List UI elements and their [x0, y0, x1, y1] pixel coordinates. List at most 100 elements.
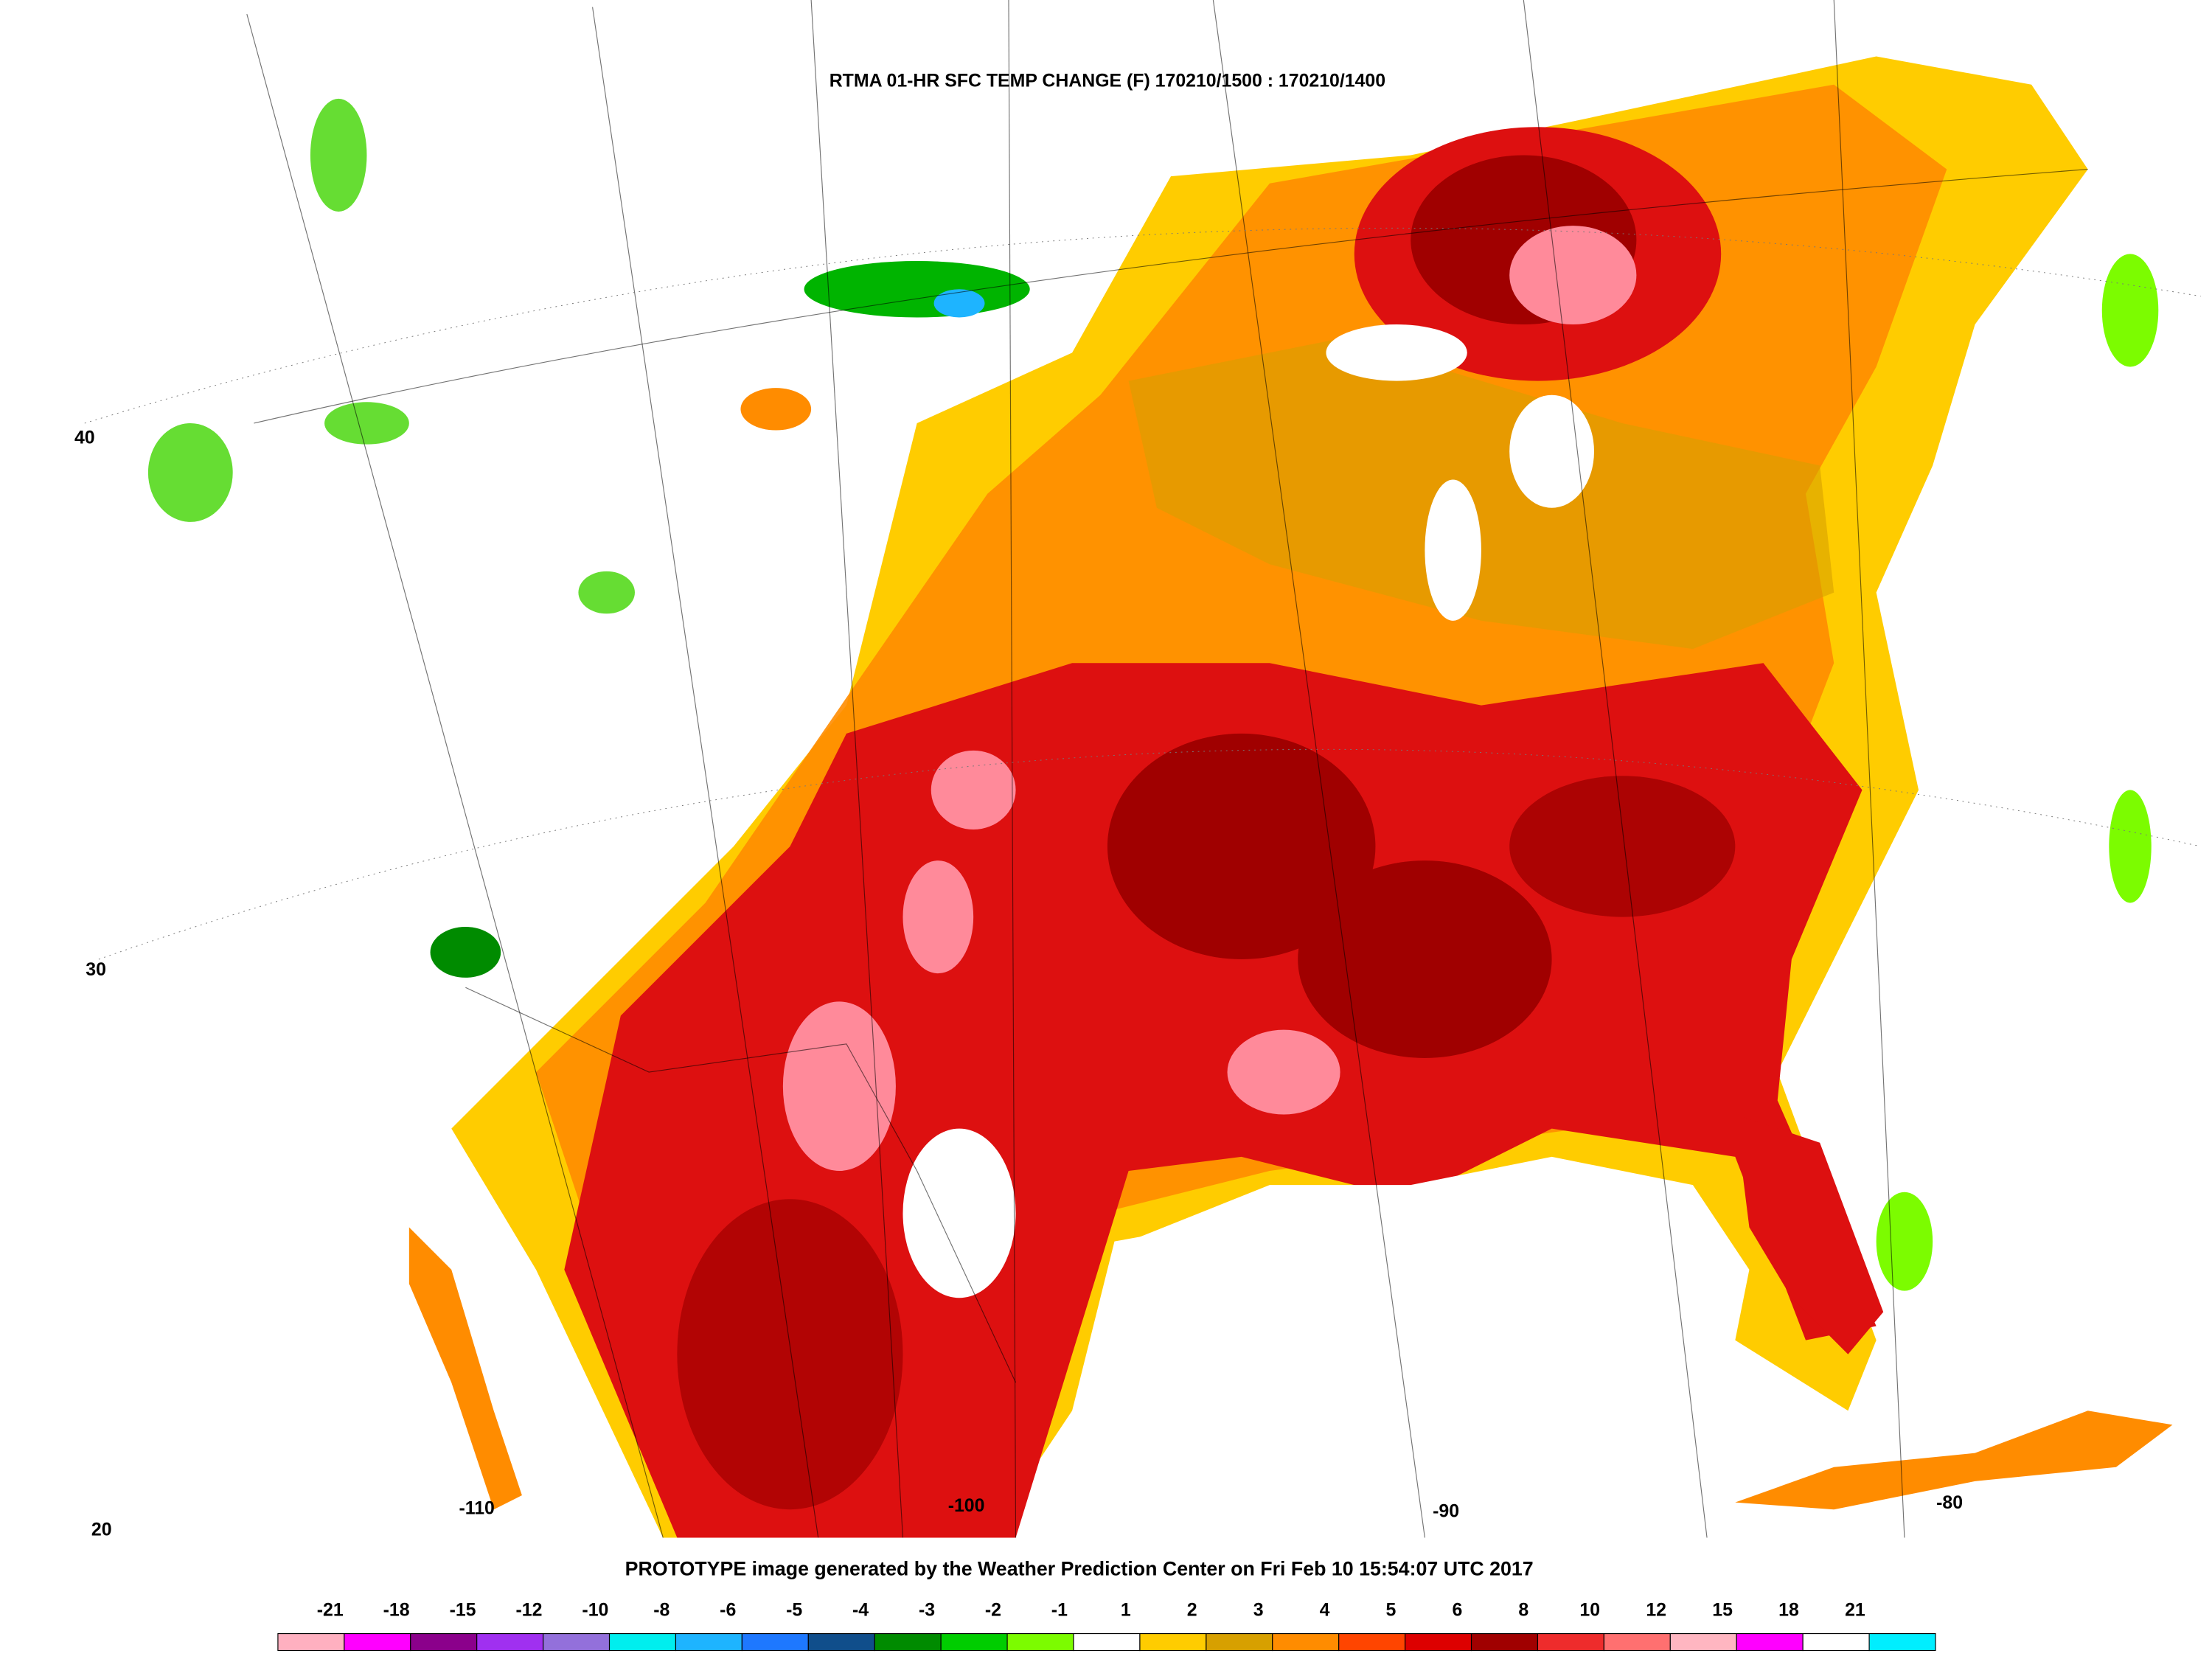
- meridian: [810, 0, 904, 1538]
- parallel: [84, 227, 2201, 424]
- colorbar-label: 3: [1253, 1600, 1264, 1621]
- colorbar-box: [1669, 1632, 1737, 1652]
- colorbar-box: [277, 1632, 345, 1652]
- colorbar-box: [1206, 1632, 1273, 1652]
- temp-area-dark-red: [1509, 776, 1736, 917]
- colorbar-box: [874, 1632, 942, 1652]
- colorbar-label: 15: [1712, 1600, 1733, 1621]
- colorbar: -21 -18 -15 -12 -10 -8 -6 -5 -4 -3 -2 -1 1 2 3 4 5 6 8 10 12…: [277, 1600, 1936, 1652]
- latitude-label: 40: [74, 428, 95, 448]
- latitude-label: 30: [86, 959, 106, 980]
- longitude-label: -100: [948, 1495, 985, 1516]
- colorbar-label: -10: [582, 1600, 608, 1621]
- colorbar-box: [1405, 1632, 1472, 1652]
- temp-area-cuba: [1735, 1411, 2173, 1510]
- temp-area-pink: [1509, 226, 1637, 325]
- colorbar-label: -6: [720, 1600, 736, 1621]
- colorbar-label: -1: [1051, 1600, 1068, 1621]
- colorbar-label: 21: [1845, 1600, 1865, 1621]
- colorbar-box: [675, 1632, 742, 1652]
- colorbar-label: -5: [786, 1600, 802, 1621]
- temp-area-florida: [1735, 1114, 1884, 1354]
- temp-area-dark-red: [1298, 860, 1552, 1058]
- parallel: [98, 748, 2201, 960]
- colorbar-label: 5: [1386, 1600, 1397, 1621]
- colorbar-label: 1: [1121, 1600, 1131, 1621]
- colorbar-box: [543, 1632, 611, 1652]
- colorbar-label: 4: [1320, 1600, 1330, 1621]
- colorbar-box: [1603, 1632, 1671, 1652]
- temp-area-texas-white: [902, 1128, 1016, 1298]
- border: [465, 987, 1017, 1383]
- temp-area-green: [324, 402, 409, 445]
- colorbar-label: -12: [516, 1600, 543, 1621]
- colorbar-label: 2: [1187, 1600, 1197, 1621]
- longitude-label: -80: [1936, 1492, 1963, 1513]
- temp-area-lake: [1509, 394, 1594, 508]
- temp-area-green: [2109, 790, 2152, 903]
- latitude-labels: 40 30 20: [74, 428, 112, 1540]
- temp-area-lake: [1326, 324, 1467, 381]
- temp-area-blue: [933, 289, 985, 318]
- footer: PROTOTYPE image generated by the Weather…: [625, 1558, 1534, 1580]
- colorbar-label: 18: [1778, 1600, 1799, 1621]
- meridian: [1212, 0, 1425, 1538]
- colorbar-box: [1868, 1632, 1936, 1652]
- temp-area-dark-red: [1107, 733, 1376, 960]
- temp-area-lake: [1425, 479, 1481, 621]
- temp-area-green: [1876, 1192, 1933, 1291]
- temp-area-gold: [1128, 338, 1834, 650]
- colorbar-box: [1139, 1632, 1207, 1652]
- colorbar-box: [1073, 1632, 1141, 1652]
- colorbar-label: -15: [450, 1600, 476, 1621]
- colorbar-label: -4: [852, 1600, 869, 1621]
- colorbar-box: [807, 1632, 875, 1652]
- colorbar-label: -18: [383, 1600, 410, 1621]
- longitude-label: -90: [1433, 1501, 1459, 1522]
- map-title: RTMA 01-HR SFC TEMP CHANGE (F) 170210/15…: [830, 71, 1385, 91]
- longitude-labels: -110 -100 -90 -80: [459, 1492, 1963, 1521]
- colorbar-box: [1537, 1632, 1604, 1652]
- colorbar-label: -8: [653, 1600, 669, 1621]
- temp-area-gulf: [1114, 1156, 1750, 1481]
- colorbar-box: [1006, 1632, 1074, 1652]
- meridian: [592, 7, 819, 1538]
- meridian: [246, 13, 664, 1538]
- colorbar-box: [1272, 1632, 1340, 1652]
- temp-area-dark-red: [677, 1199, 903, 1510]
- colorbar-label: 10: [1579, 1600, 1600, 1621]
- graticule: [84, 0, 2201, 1538]
- colorbar-box: [476, 1632, 544, 1652]
- temp-area-orange-spot: [740, 388, 812, 431]
- colorbar-box: [344, 1632, 411, 1652]
- colorbar-label: 6: [1452, 1600, 1462, 1621]
- temp-area-green: [147, 422, 233, 522]
- colorbar-box: [1736, 1632, 1804, 1652]
- colorbar-box: [410, 1632, 478, 1652]
- longitude-label: -110: [459, 1498, 494, 1519]
- temp-area-green: [2101, 254, 2159, 367]
- temp-area-baja: [408, 1227, 522, 1510]
- colorbar-label: 8: [1518, 1600, 1528, 1621]
- meridian: [1008, 0, 1017, 1538]
- colorbar-label: -2: [985, 1600, 1001, 1621]
- colorbar-box: [1338, 1632, 1406, 1652]
- temp-area-green: [804, 260, 1030, 318]
- colorbar-label: 12: [1646, 1600, 1666, 1621]
- latitude-label: 20: [91, 1519, 112, 1540]
- colorbar-box: [741, 1632, 809, 1652]
- temp-area-green: [430, 927, 501, 978]
- colorbar-label: -3: [919, 1600, 935, 1621]
- temp-area-pink: [931, 750, 1016, 830]
- temp-area-green: [578, 571, 635, 614]
- colorbar-box: [1802, 1632, 1870, 1652]
- colorbar-box: [1470, 1632, 1539, 1652]
- colorbar-box: [940, 1632, 1008, 1652]
- colorbar-box: [608, 1632, 677, 1652]
- temperature-field: [147, 56, 2173, 1538]
- colorbar-label: -21: [317, 1600, 344, 1621]
- temp-area-pink: [782, 1001, 896, 1172]
- temp-area-green: [310, 98, 367, 212]
